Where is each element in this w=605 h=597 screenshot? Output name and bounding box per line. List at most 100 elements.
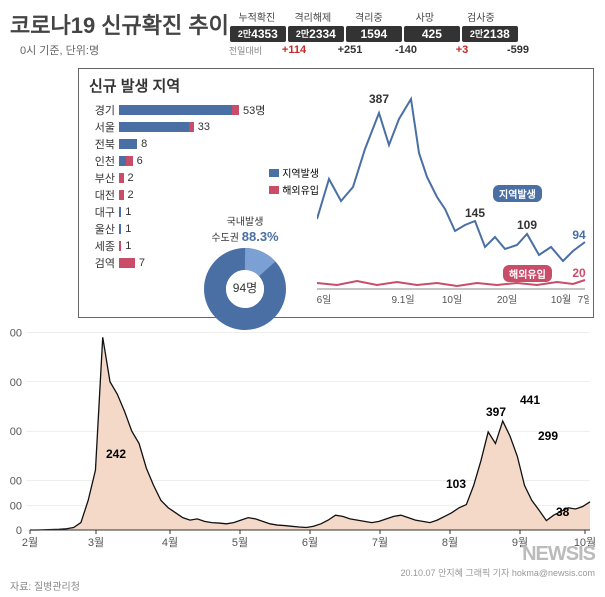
- stats-diff: +3: [434, 43, 490, 57]
- legend-swatch-dom: [269, 169, 279, 177]
- stats-value: 2만2138: [462, 26, 518, 42]
- badge-domestic: 지역발생: [493, 185, 542, 202]
- stats-header: 검사중: [453, 8, 509, 25]
- donut-chart: 국내발생 수도권 88.3% 83명 94명: [203, 217, 287, 331]
- stats-table: 누적확진격리해제격리중사망검사중 2만43532만233415944252만21…: [229, 8, 546, 57]
- x-tick-label: 20일: [497, 294, 517, 306]
- bar-for: [126, 156, 133, 166]
- bar-value: 33: [194, 121, 210, 133]
- bar-value: 6: [133, 155, 143, 167]
- legend-label-for: 해외유입: [282, 182, 319, 197]
- x-tick-label: 2월: [22, 536, 38, 549]
- y-tick-label: 800: [10, 327, 22, 339]
- bar-label: 대전: [89, 187, 119, 203]
- bar-label: 경기: [89, 102, 119, 118]
- bar-value: 1: [121, 223, 131, 235]
- stats-value: 1594: [346, 26, 402, 42]
- bar-row: 인천 6: [89, 152, 289, 169]
- bar-label: 울산: [89, 221, 119, 237]
- stats-header: 격리해제: [285, 8, 341, 25]
- x-tick-label: 5월: [232, 536, 248, 549]
- stats-diff: +114: [266, 43, 322, 57]
- byline: 20.10.07 안지혜 그래픽 기자 hokma@newsis.com: [401, 566, 595, 579]
- bar-row: 전북 8: [89, 135, 289, 152]
- stats-diff: +251: [322, 43, 378, 57]
- source-label: 자료: 질병관리청: [10, 578, 80, 593]
- x-tick-label: 9.1일: [391, 294, 414, 306]
- x-tick-label: 7월: [372, 536, 388, 549]
- y-tick-label: 600: [10, 377, 22, 389]
- x-tick-label: 8.16일: [317, 294, 331, 306]
- stats-value: 2만2334: [288, 26, 344, 42]
- bar-label: 인천: [89, 153, 119, 169]
- peak-label: 94: [572, 228, 586, 242]
- peak-label: 434: [401, 89, 421, 92]
- bar-label: 검역: [89, 255, 119, 271]
- donut-center-label: 94명: [233, 279, 257, 296]
- annotation: 103: [446, 477, 466, 491]
- stats-header: 누적확진: [229, 8, 285, 25]
- x-tick-label: 10일: [442, 294, 462, 306]
- area-fill: [30, 337, 590, 530]
- bar-for: [232, 105, 239, 115]
- x-tick-label: 7일: [578, 294, 589, 306]
- inset-line-chart: 8.16일 9.1일 10일 20일 10월 7일 387 434 145 109 94 20 지역발…: [317, 89, 589, 311]
- annotation: 397: [486, 405, 506, 419]
- bar-row: 서울 33: [89, 118, 289, 135]
- y-tick-label: 200: [10, 476, 22, 488]
- legend-swatch-for: [269, 186, 279, 194]
- y-tick-label: 400: [10, 426, 22, 438]
- bar-for: [119, 258, 135, 268]
- diff-label: 전일대비: [229, 44, 266, 57]
- bar-value: 1: [121, 206, 131, 218]
- annotation: 38: [556, 505, 570, 519]
- bar-value: 2: [124, 189, 134, 201]
- bar-row: 경기 53명: [89, 101, 289, 118]
- stats-diff: -140: [378, 43, 434, 57]
- legend-label-dom: 지역발생: [282, 165, 319, 180]
- badge-foreign: 해외유입: [503, 265, 552, 282]
- peak-label: 109: [517, 218, 537, 232]
- bar-dom: [119, 122, 189, 132]
- bar-label: 부산: [89, 170, 119, 186]
- bar-value: 1: [121, 240, 131, 252]
- bar-label: 서울: [89, 119, 119, 135]
- main-area-chart: 01002004006008002월3월4월5월6월7월8월9월10월24210…: [10, 320, 595, 550]
- peak-label: 145: [465, 206, 485, 220]
- bar-label: 세종: [89, 238, 119, 254]
- y-tick-label: 100: [10, 500, 22, 512]
- bar-value: 7: [135, 257, 145, 269]
- bar-label: 대구: [89, 204, 119, 220]
- x-tick-label: 3월: [88, 536, 104, 549]
- bar-dom: [119, 139, 137, 149]
- annotation: 299: [538, 429, 558, 443]
- line-domestic: [317, 99, 585, 261]
- bar-value: 2: [124, 172, 134, 184]
- bar-row: 대전 2: [89, 186, 289, 203]
- x-tick-label: 10월: [551, 294, 571, 306]
- stats-diff: -599: [490, 43, 546, 57]
- annotation: 441: [520, 393, 540, 407]
- peak-label: 387: [369, 92, 389, 106]
- stats-value: 425: [404, 26, 460, 42]
- stats-header: 사망: [397, 8, 453, 25]
- page-title: 코로나19 신규확진 추이: [10, 8, 229, 40]
- x-tick-label: 6월: [302, 536, 318, 549]
- stats-header: 격리중: [341, 8, 397, 25]
- bar-value: 53명: [239, 102, 265, 118]
- peak-label: 20: [572, 266, 586, 280]
- x-tick-label: 4월: [162, 536, 178, 549]
- subtitle: 0시 기준, 단위:명: [10, 42, 229, 58]
- stats-value: 2만4353: [230, 26, 286, 42]
- donut-outer-label: 83명: [287, 263, 299, 291]
- bar-label: 전북: [89, 136, 119, 152]
- bar-value: 8: [137, 138, 147, 150]
- bar-dom: [119, 156, 126, 166]
- y-tick-label: 0: [16, 525, 22, 537]
- newsis-logo: NEWSIS: [401, 543, 595, 566]
- donut-label: 국내발생 수도권 88.3%: [203, 217, 287, 245]
- bar-row: 부산 2: [89, 169, 289, 186]
- bar-dom: [119, 105, 232, 115]
- inset-panel: 신규 발생 지역 경기 53명 서울 33 전북 8 인천 6 부산: [78, 68, 594, 318]
- annotation: 242: [106, 447, 126, 461]
